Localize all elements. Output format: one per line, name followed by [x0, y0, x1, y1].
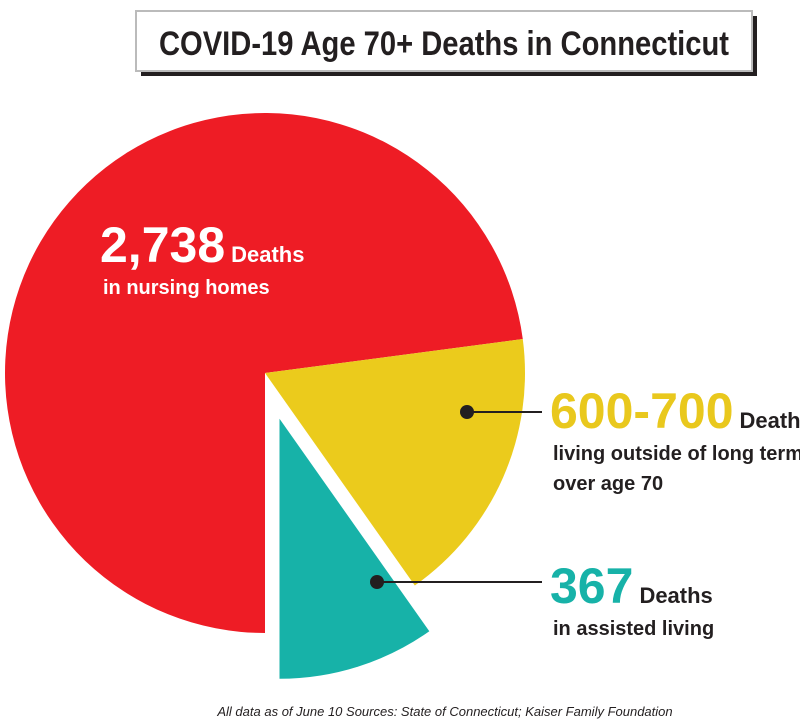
footnote: All data as of June 10 Sources: State of… [216, 704, 672, 719]
unit-label: Deaths [639, 583, 712, 608]
slice-label: 600-700Deaths [550, 383, 800, 439]
leader-dot [370, 575, 384, 589]
value-label: 600-700 [550, 383, 734, 439]
category-label: over age 70 [553, 473, 663, 495]
category-label: living outside of long term care [553, 443, 800, 465]
value-label: 367 [550, 558, 633, 614]
category-label: in assisted living [553, 618, 714, 640]
unit-label: Deaths [740, 408, 800, 433]
pie-slice [265, 339, 525, 586]
slice-label: 2,738 Deaths [100, 217, 304, 273]
pie-slice [5, 112, 523, 633]
chart-title: COVID-19 Age 70+ Deaths in Connecticut [159, 25, 729, 63]
category-label: living outside of long term care over age… [553, 443, 800, 495]
slice-label: 367 Deaths [550, 558, 713, 614]
leader-dot [460, 405, 474, 419]
pie-slice [279, 418, 430, 679]
value-label: 2,738 [100, 217, 225, 273]
unit-label: Deaths [231, 242, 304, 267]
title-box [135, 10, 753, 72]
category-label: in nursing homes [103, 277, 270, 299]
